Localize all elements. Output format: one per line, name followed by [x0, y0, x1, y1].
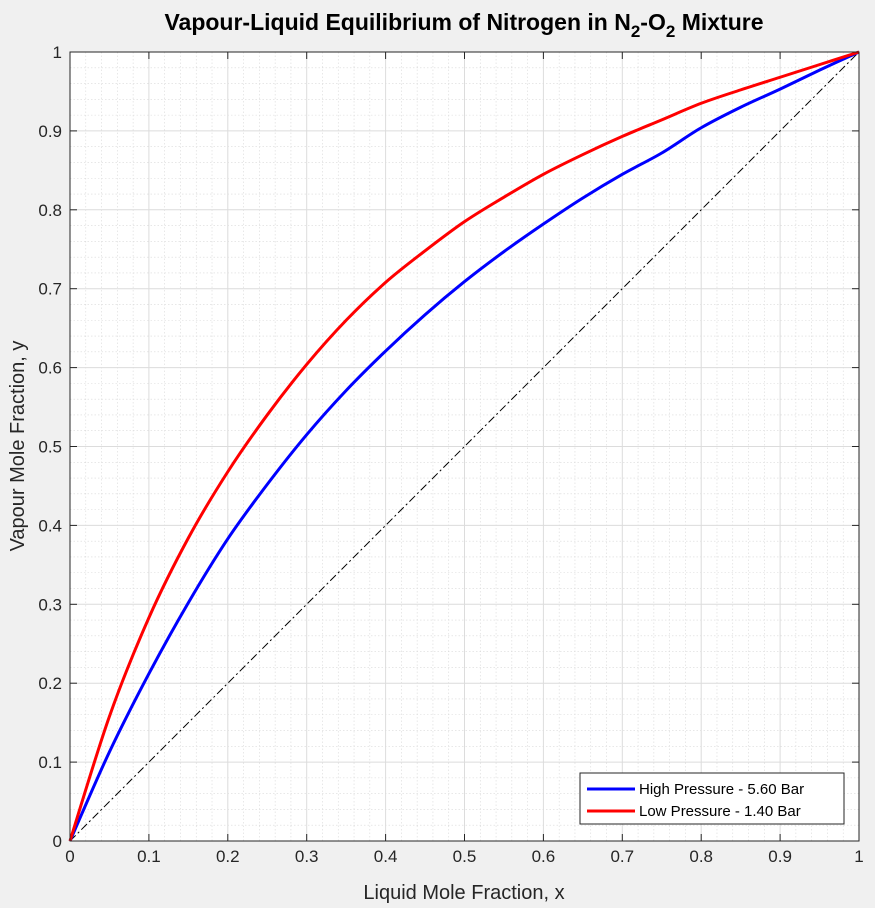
y-tick-label: 0.9: [38, 122, 62, 141]
series-line-high-pressure: [68, 50, 860, 842]
chart-title: Vapour-Liquid Equilibrium of Nitrogen in…: [164, 9, 763, 41]
x-tick-label: 0.1: [137, 847, 161, 866]
y-tick-label: 0: [53, 832, 62, 851]
y-tick-label: 0.3: [38, 595, 62, 614]
y-tick-label: 0.1: [38, 753, 62, 772]
x-tick-label: 0.9: [768, 847, 792, 866]
legend: High Pressure - 5.60 Bar Low Pressure - …: [579, 772, 845, 825]
chart-title-main: Vapour-Liquid Equilibrium of Nitrogen in…: [164, 9, 630, 35]
x-tick-label: 0.8: [689, 847, 713, 866]
legend-label-low-pressure: Low Pressure - 1.40 Bar: [639, 803, 801, 820]
series-line-low-pressure: [68, 50, 860, 842]
chart-title-sub-2: 2: [666, 22, 675, 41]
y-tick-label: 0.4: [38, 516, 62, 535]
x-tick-label: 0.6: [532, 847, 556, 866]
x-tick-label: 0.4: [374, 847, 398, 866]
x-tick-label: 0.3: [295, 847, 319, 866]
y-tick-label: 0.5: [38, 438, 62, 457]
y-tick-label: 0.7: [38, 280, 62, 299]
major-grid: [70, 52, 859, 841]
y-tick-label: 0.8: [38, 201, 62, 220]
y-tick-label: 0.2: [38, 674, 62, 693]
x-tick-label: 0.2: [216, 847, 240, 866]
y-tick-label: 1: [53, 43, 62, 62]
x-axis-label: Liquid Mole Fraction, x: [363, 882, 564, 904]
reference-line-y-equals-x: [69, 51, 860, 842]
chart-title-mid: -O: [640, 9, 666, 35]
x-tick-label: 1: [854, 847, 863, 866]
y-tick-label: 0.6: [38, 359, 62, 378]
x-tick-label: 0: [65, 847, 74, 866]
x-tick-labels: 0 0.1 0.2 0.3 0.4 0.5 0.6 0.7 0.8 0.9 1: [65, 847, 863, 866]
legend-label-high-pressure: High Pressure - 5.60 Bar: [639, 781, 804, 798]
chart-title-tail: Mixture: [675, 9, 763, 35]
x-tick-label: 0.7: [610, 847, 634, 866]
x-tick-label: 0.5: [453, 847, 477, 866]
chart-title-sub-1: 2: [631, 22, 640, 41]
y-tick-labels: 0 0.1 0.2 0.3 0.4 0.5 0.6 0.7 0.8 0.9 1: [38, 43, 62, 851]
y-axis-label: Vapour Mole Fraction, y: [7, 341, 29, 552]
